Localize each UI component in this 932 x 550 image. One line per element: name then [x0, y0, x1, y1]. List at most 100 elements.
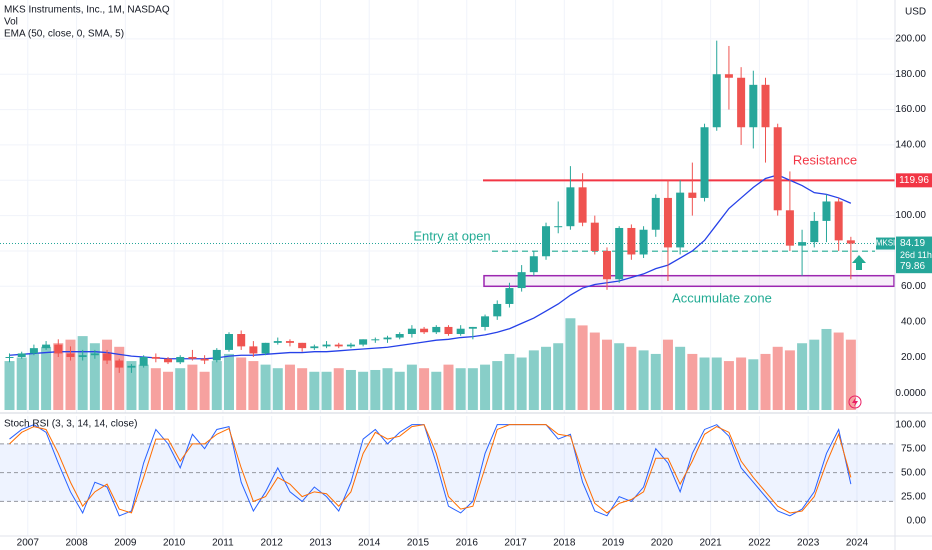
- event-icon[interactable]: [848, 395, 862, 409]
- volume-bar: [784, 350, 795, 410]
- volume-bar: [675, 346, 686, 410]
- candle-body: [17, 353, 26, 357]
- entry-price: 79.86: [900, 261, 925, 272]
- volume-bar: [614, 343, 625, 410]
- volume-bar: [175, 368, 186, 410]
- volume-bar: [650, 353, 661, 410]
- candle-body: [639, 229, 648, 255]
- candle-body: [566, 187, 575, 227]
- volume-bar: [272, 368, 283, 410]
- candle-body: [432, 326, 441, 333]
- volume-bar: [65, 339, 76, 410]
- volume-bar: [797, 343, 808, 410]
- y-tick-label: 180.00: [895, 69, 926, 80]
- candle-body: [712, 74, 721, 128]
- volume-bar: [419, 368, 430, 410]
- volume-bar: [516, 357, 527, 410]
- candle-body: [151, 356, 160, 359]
- candle-body: [737, 77, 746, 128]
- candle-body: [615, 227, 624, 280]
- candle-body: [749, 84, 758, 128]
- volume-bar: [77, 336, 88, 410]
- candle-body: [164, 358, 173, 363]
- volume-bar: [626, 346, 637, 410]
- volume-bar: [260, 364, 271, 410]
- volume-bar: [114, 346, 125, 410]
- volume-bar: [370, 369, 381, 410]
- volume-bar: [345, 369, 356, 410]
- y-tick-label: 60.00: [901, 281, 926, 292]
- volume-bar: [455, 368, 466, 410]
- volume-bar: [16, 357, 27, 410]
- volume-bar: [541, 346, 552, 410]
- volume-bar: [638, 350, 649, 410]
- candle-body: [5, 356, 14, 358]
- volume-bar: [236, 357, 247, 410]
- candle-body: [383, 337, 392, 340]
- volume-bar: [492, 361, 503, 410]
- volume-bar: [577, 325, 588, 410]
- x-tick-label: 2010: [163, 538, 186, 549]
- volume-bar: [833, 332, 844, 410]
- resistance-label: Resistance: [793, 152, 857, 167]
- volume-bar: [736, 357, 747, 410]
- rsi-tick-label: 50.00: [901, 467, 926, 478]
- candle-body: [517, 272, 526, 289]
- rsi-line: [9, 424, 852, 517]
- candle-body: [127, 365, 136, 368]
- x-tick-label: 2014: [358, 538, 381, 549]
- x-tick-label: 2017: [504, 538, 527, 549]
- volume-tick-label: 0.0000: [895, 388, 926, 399]
- candle-body: [200, 358, 209, 361]
- ema-label: EMA (50, close, 0, SMA, 5): [4, 29, 124, 40]
- x-tick-label: 2007: [17, 538, 40, 549]
- volume-bar: [4, 361, 15, 410]
- candle-body: [627, 227, 636, 255]
- volume-bar: [211, 361, 222, 410]
- candle-body: [249, 346, 258, 354]
- candle-body: [688, 192, 697, 198]
- last-price-box: [896, 236, 932, 263]
- candle-body: [602, 250, 611, 280]
- candle-body: [237, 334, 246, 347]
- candle-body: [78, 355, 87, 357]
- x-tick-label: 2016: [456, 538, 479, 549]
- plot: Accumulate zone Resistance Entry at open: [0, 0, 895, 536]
- y-tick-label: 140.00: [895, 140, 926, 151]
- candle-body: [542, 226, 551, 257]
- volume-bar: [687, 353, 698, 410]
- volume-bar: [809, 339, 820, 410]
- candle-body: [334, 344, 343, 347]
- rsi-tick-label: 25.00: [901, 491, 926, 502]
- candle-body: [785, 210, 794, 246]
- volume-bar: [138, 364, 149, 410]
- volume-bar: [297, 368, 308, 410]
- candle-body: [651, 197, 660, 230]
- x-tick-label: 2023: [797, 538, 820, 549]
- volume-bar: [150, 368, 161, 410]
- volume-bar: [199, 371, 210, 410]
- resistance-price-box: [896, 173, 932, 188]
- candle-body: [103, 353, 112, 361]
- rsi-line: [9, 424, 852, 514]
- x-tick-label: 2021: [700, 538, 723, 549]
- volume-bar: [41, 346, 52, 410]
- volume-bar: [480, 364, 491, 410]
- x-tick-label: 2018: [553, 538, 576, 549]
- volume-bar: [284, 364, 295, 410]
- stoch-title: Stoch RSI (3, 3, 14, 14, close): [4, 419, 137, 430]
- candle-body: [481, 316, 490, 327]
- zone-label: Accumulate zone: [672, 290, 772, 305]
- candle-body: [298, 342, 307, 349]
- candle-body: [676, 192, 685, 248]
- candle-body: [395, 334, 404, 338]
- x-tick-label: 2020: [651, 538, 674, 549]
- candle-body: [554, 226, 563, 228]
- entry-label: Entry at open: [413, 228, 490, 243]
- symbol-box: [876, 237, 895, 250]
- x-tick-label: 2009: [114, 538, 137, 549]
- candle-body: [724, 74, 733, 78]
- volume-bar: [394, 371, 405, 410]
- candle-body: [188, 356, 197, 359]
- candle-body: [773, 127, 782, 211]
